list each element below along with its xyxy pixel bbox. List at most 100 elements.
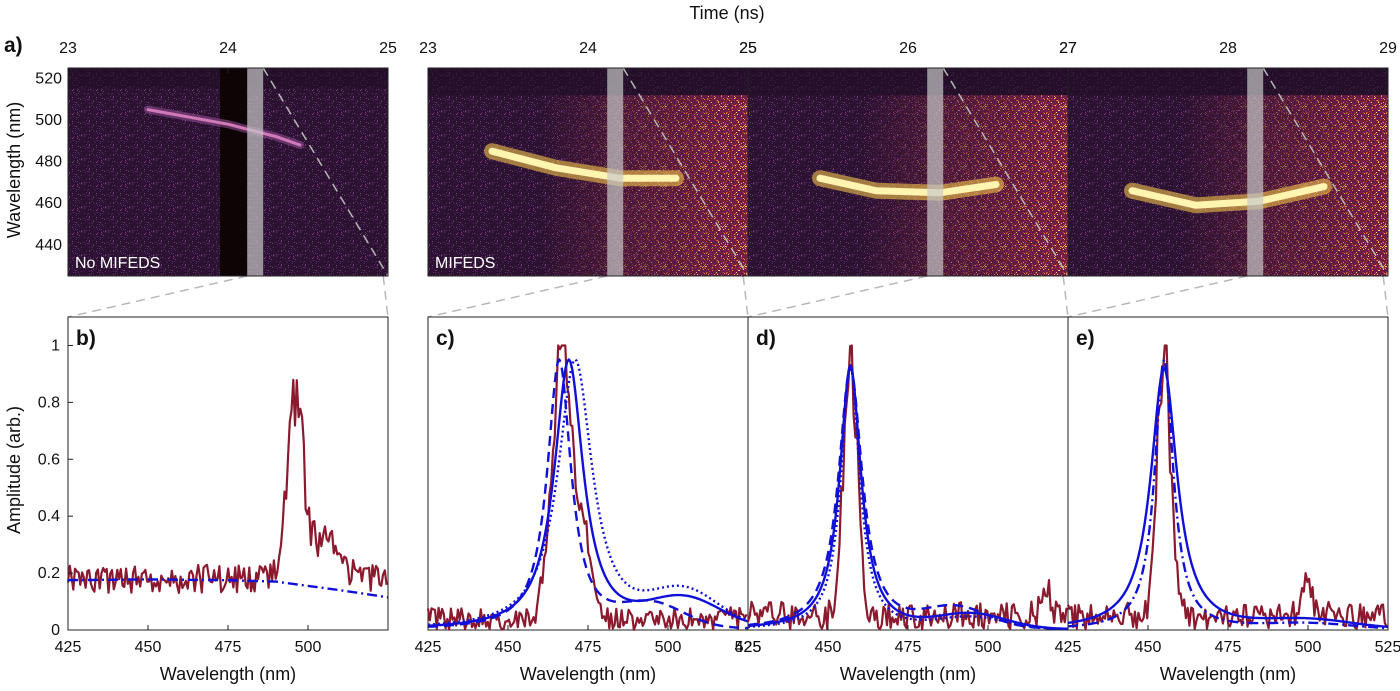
x-tick-label: 500 xyxy=(655,639,682,656)
zoom-guide-left xyxy=(1067,275,1248,318)
panel-label: c) xyxy=(436,327,455,350)
x-tick-label: 525 xyxy=(1375,639,1400,656)
diagonal-guide xyxy=(942,67,1069,277)
zoom-guide-left xyxy=(67,275,248,318)
panel-label-a: a) xyxy=(4,34,23,57)
panel-label: e) xyxy=(1076,327,1095,350)
panel-label: b) xyxy=(76,327,96,350)
y-tick-label: 500 xyxy=(35,112,62,129)
zoom-guide-left xyxy=(427,275,608,318)
diagonal-guide xyxy=(1262,67,1389,277)
x-tick-label: 475 xyxy=(215,639,242,656)
zoom-guide-right xyxy=(1382,275,1389,318)
x-tick-label: 25 xyxy=(379,40,397,57)
series-data xyxy=(746,344,1068,631)
y-tick-label: 460 xyxy=(35,195,62,212)
spectrum-panel-c: 425 450 475 500 525 Wavelength (nm) c) xyxy=(415,316,762,684)
x-tick-label: 425 xyxy=(415,639,442,656)
x-tick-label: 500 xyxy=(1295,639,1322,656)
dashed-guides xyxy=(67,275,1389,318)
series-solid xyxy=(747,364,1068,630)
top-axis-label: Time (ns) xyxy=(689,3,764,23)
x-tick-label: 29 xyxy=(1379,40,1397,57)
plot-frame xyxy=(427,316,749,631)
x-tick-label: 425 xyxy=(1055,639,1082,656)
y-tick-label: 1 xyxy=(51,337,60,354)
x-axis-label: Wavelength (nm) xyxy=(160,664,296,684)
x-axis-label: Wavelength (nm) xyxy=(1160,664,1296,684)
x-tick-label: 27 xyxy=(1059,40,1077,57)
panel-annotation: MIFEDS xyxy=(435,255,495,272)
heatmap-panels: 23 24 25 No MIFEDS 440 460 480 500 520 a) 23 24 25 MI… xyxy=(4,34,1397,277)
x-tick-label: 23 xyxy=(59,40,77,57)
x-axis-label: Wavelength (nm) xyxy=(840,664,976,684)
y-label-top: Wavelength (nm) xyxy=(4,102,24,238)
x-tick-label: 475 xyxy=(1215,639,1242,656)
analysis-window xyxy=(247,68,264,276)
analysis-window xyxy=(607,68,624,276)
x-tick-label: 425 xyxy=(55,639,82,656)
y-tick-label: 480 xyxy=(35,154,62,171)
zoom-guide-right xyxy=(742,275,749,318)
diagonal-guide xyxy=(622,67,749,277)
panel-label: d) xyxy=(756,327,776,350)
plot-frame xyxy=(747,316,1069,631)
y-tick-label: 0.4 xyxy=(38,508,60,525)
y-label-bottom: Amplitude (arb.) xyxy=(4,406,24,534)
x-tick-label: 450 xyxy=(135,639,162,656)
y-tick-label: 0.2 xyxy=(38,565,60,582)
spectrum-panels: 425 450 475 500 Wavelength (nm) b) 0 0.2 0.4 0.6 0… xyxy=(38,316,1400,684)
x-tick-label: 500 xyxy=(295,639,322,656)
y-tick-label: 0.8 xyxy=(38,394,60,411)
zoom-guide-right xyxy=(382,275,389,318)
emission-trace xyxy=(816,174,1000,197)
series-solid xyxy=(1067,367,1389,629)
series-dashdot xyxy=(1067,358,1389,630)
emission-trace xyxy=(488,147,680,182)
heatmap-blank-region xyxy=(220,68,248,276)
series-data xyxy=(426,344,748,631)
heatmap-panel-1: 23 24 25 No MIFEDS 440 460 480 500 520 a) xyxy=(4,34,397,277)
x-tick-label: 525 xyxy=(735,639,762,656)
series-data xyxy=(1066,344,1388,631)
x-tick-label: 475 xyxy=(575,639,602,656)
x-tick-label: 24 xyxy=(579,40,597,57)
heatmap-hot-region xyxy=(1180,95,1388,276)
x-tick-label: 25 xyxy=(739,40,757,57)
x-tick-label: 23 xyxy=(419,40,437,57)
x-tick-label: 500 xyxy=(975,639,1002,656)
series-dashdot xyxy=(67,578,389,599)
plot-frame xyxy=(1067,316,1389,631)
zoom-guide-left xyxy=(747,275,928,318)
heatmap-panel-3: 25 26 27 xyxy=(739,40,1077,277)
x-axis-label: Wavelength (nm) xyxy=(520,664,656,684)
spectrum-panel-e: 425 450 475 500 525 Wavelength (nm) e) xyxy=(1055,316,1400,684)
y-tick-label: 520 xyxy=(35,70,62,87)
analysis-window xyxy=(927,68,944,276)
y-tick-label: 440 xyxy=(35,237,62,254)
x-tick-label: 28 xyxy=(1219,40,1237,57)
heatmap-panel-2: 23 24 25 MIFEDS xyxy=(419,40,757,277)
y-tick-label: 0 xyxy=(51,622,60,639)
y-tick-label: 0.6 xyxy=(38,451,60,468)
x-tick-label: 24 xyxy=(219,40,237,57)
series-data xyxy=(66,378,388,594)
x-tick-label: 450 xyxy=(495,639,522,656)
diagonal-guide xyxy=(262,67,389,277)
spectrum-panel-d: 425 450 475 500 Wavelength (nm) d) xyxy=(735,316,1069,684)
emission-trace xyxy=(1128,183,1328,209)
x-tick-label: 27 xyxy=(1059,40,1077,57)
x-tick-label: 475 xyxy=(895,639,922,656)
x-tick-label: 25 xyxy=(739,40,757,57)
x-tick-label: 425 xyxy=(735,639,762,656)
series-dotted xyxy=(427,358,749,626)
series-dotted xyxy=(747,364,1068,631)
analysis-window xyxy=(1247,68,1264,276)
zoom-guide-right xyxy=(1062,275,1069,318)
heatmap-panel-4: 27 28 29 xyxy=(1059,40,1397,277)
x-tick-label: 26 xyxy=(899,40,917,57)
spectrum-panel-b: 425 450 475 500 Wavelength (nm) b) 0 0.2 0.4 0.6 0… xyxy=(38,316,389,684)
series-dashed xyxy=(427,358,749,630)
